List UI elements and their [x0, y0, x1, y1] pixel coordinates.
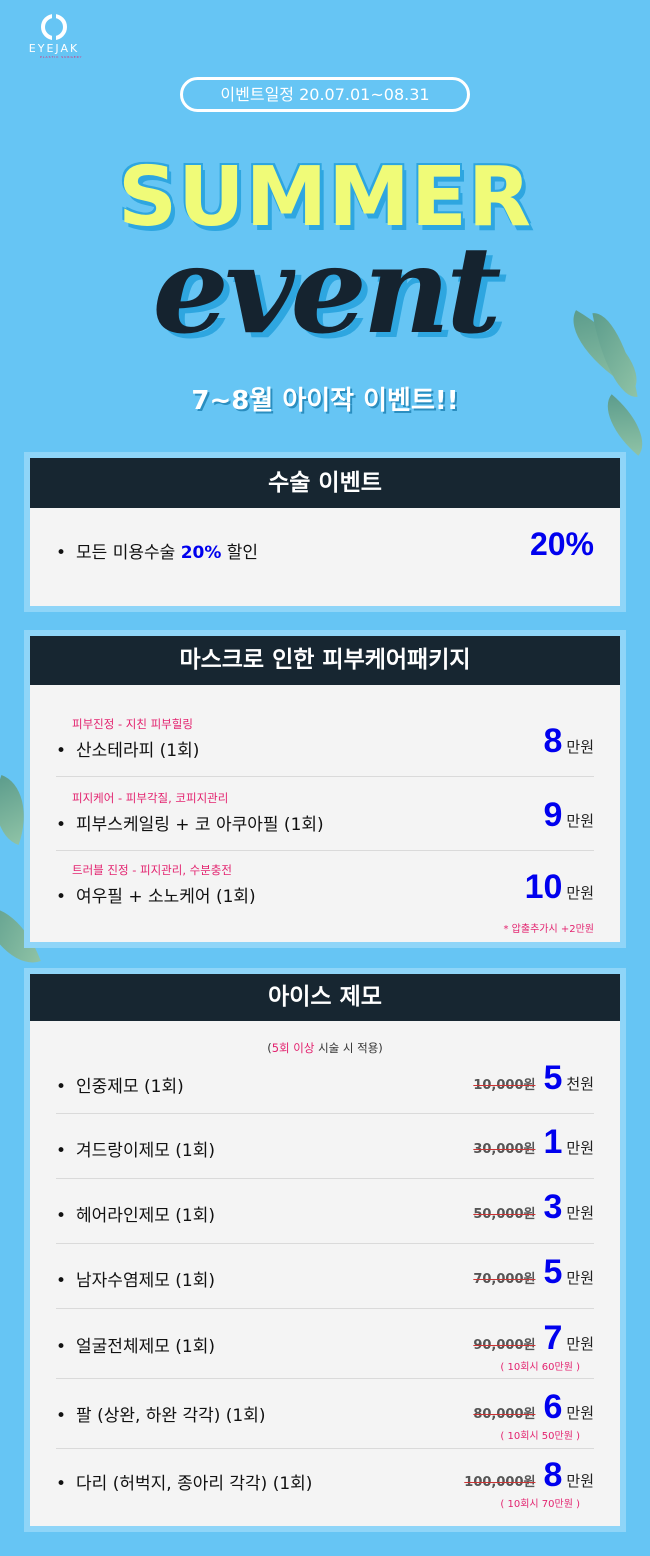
item-price: 30,000원 1 만원: [473, 1123, 594, 1162]
price-unit: 만원: [566, 1139, 594, 1157]
price-unit: 만원: [566, 884, 594, 902]
price-unit: 만원: [566, 812, 594, 830]
item-price: 90,000원 7 만원: [473, 1319, 594, 1358]
ice-condition: (5회 이상 시술 시 적용): [267, 1041, 383, 1055]
divider: [56, 1308, 594, 1309]
original-price: 90,000원: [473, 1338, 536, 1353]
original-price: 30,000원: [473, 1142, 536, 1157]
divider: [56, 776, 594, 777]
surgery-title: 수술 이벤트: [30, 458, 620, 508]
item-name: 얼굴전체제모 (1회): [56, 1332, 215, 1357]
item-price: 80,000원 6 만원: [473, 1388, 594, 1427]
item-price: 50,000원 3 만원: [473, 1188, 594, 1227]
price-value: 10: [524, 868, 563, 906]
price-value: 9: [543, 796, 563, 834]
item-name: 다리 (허벅지, 종아리 각각) (1회): [56, 1469, 312, 1494]
item-price: 10 만원: [525, 868, 594, 907]
original-price: 10,000원: [473, 1078, 536, 1093]
original-price: 100,000원: [464, 1475, 536, 1490]
surgery-item: 모든 미용수술 20% 할인: [56, 538, 258, 563]
price-value: 8: [543, 722, 563, 760]
item-price: 100,000원 8 만원: [464, 1456, 594, 1495]
divider: [56, 1178, 594, 1179]
skin-panel: 마스크로 인한 피부케어패키지 피부진정 - 지친 피부힐링산소테라피 (1회)…: [24, 630, 626, 948]
item-price: 9 만원: [543, 796, 594, 835]
divider: [56, 1113, 594, 1114]
item-name: 팔 (상완, 하완 각각) (1회): [56, 1401, 265, 1426]
price-value: 3: [543, 1188, 563, 1226]
item-subtitle: 피지케어 - 피부각질, 코피지관리: [72, 791, 229, 805]
price-value: 5: [543, 1253, 563, 1291]
item-subtitle: 트러블 진정 - 피지관리, 수분충전: [72, 863, 232, 877]
item-name: 피부스케일링 + 코 아쿠아필 (1회): [56, 810, 324, 835]
original-price: 70,000원: [473, 1272, 536, 1287]
price-value: 5: [543, 1059, 563, 1097]
event-period: 이벤트일정 20.07.01~08.31: [180, 77, 470, 112]
price-unit: 만원: [566, 1204, 594, 1222]
skin-title: 마스크로 인한 피부케어패키지: [30, 636, 620, 685]
price-unit: 만원: [566, 1335, 594, 1353]
logo-mark-icon: [41, 14, 67, 40]
item-name: 겨드랑이제모 (1회): [56, 1136, 215, 1161]
title-event: event: [152, 220, 501, 361]
package-note: ( 10회시 70만원 ): [500, 1499, 580, 1510]
ice-title: 아이스 제모: [30, 974, 620, 1021]
title-summer: SUMMER: [118, 150, 532, 245]
item-price: 10,000원 5 천원: [473, 1059, 594, 1098]
logo-name: EYEJAK: [28, 42, 80, 55]
price-value: 6: [543, 1388, 563, 1426]
item-price: 8 만원: [543, 722, 594, 761]
tagline: 7~8월 아이작 이벤트!!: [191, 386, 459, 416]
price-value: 8: [543, 1456, 563, 1494]
divider: [56, 1243, 594, 1244]
divider: [56, 1448, 594, 1449]
price-unit: 만원: [566, 1404, 594, 1422]
item-name: 산소테라피 (1회): [56, 736, 199, 761]
logo: EYEJAK PLASTIC SURGERY: [24, 14, 84, 59]
item-name: 남자수염제모 (1회): [56, 1266, 215, 1291]
item-name: 헤어라인제모 (1회): [56, 1201, 215, 1226]
logo-sub: PLASTIC SURGERY: [40, 55, 83, 59]
original-price: 50,000원: [473, 1207, 536, 1222]
surgery-panel: 수술 이벤트 모든 미용수술 20% 할인 20%: [24, 452, 626, 612]
price-value: 7: [543, 1319, 563, 1357]
item-note: * 압출추가시 +2만원: [503, 924, 595, 935]
surgery-discount-badge: 20%: [529, 526, 594, 562]
divider: [56, 1378, 594, 1379]
price-value: 1: [543, 1123, 563, 1161]
item-price: 70,000원 5 만원: [473, 1253, 594, 1292]
package-note: ( 10회시 50만원 ): [500, 1431, 580, 1442]
divider: [56, 850, 594, 851]
ice-panel: 아이스 제모 (5회 이상 시술 시 적용) 인중제모 (1회) 10,000원 5…: [24, 968, 626, 1532]
item-name: 인중제모 (1회): [56, 1072, 184, 1097]
price-unit: 만원: [566, 738, 594, 756]
price-unit: 만원: [566, 1269, 594, 1287]
price-unit: 천원: [566, 1075, 594, 1093]
item-subtitle: 피부진정 - 지친 피부힐링: [72, 717, 193, 731]
item-name: 여우필 + 소노케어 (1회): [56, 882, 256, 907]
original-price: 80,000원: [473, 1407, 536, 1422]
package-note: ( 10회시 60만원 ): [500, 1362, 580, 1373]
price-unit: 만원: [566, 1472, 594, 1490]
